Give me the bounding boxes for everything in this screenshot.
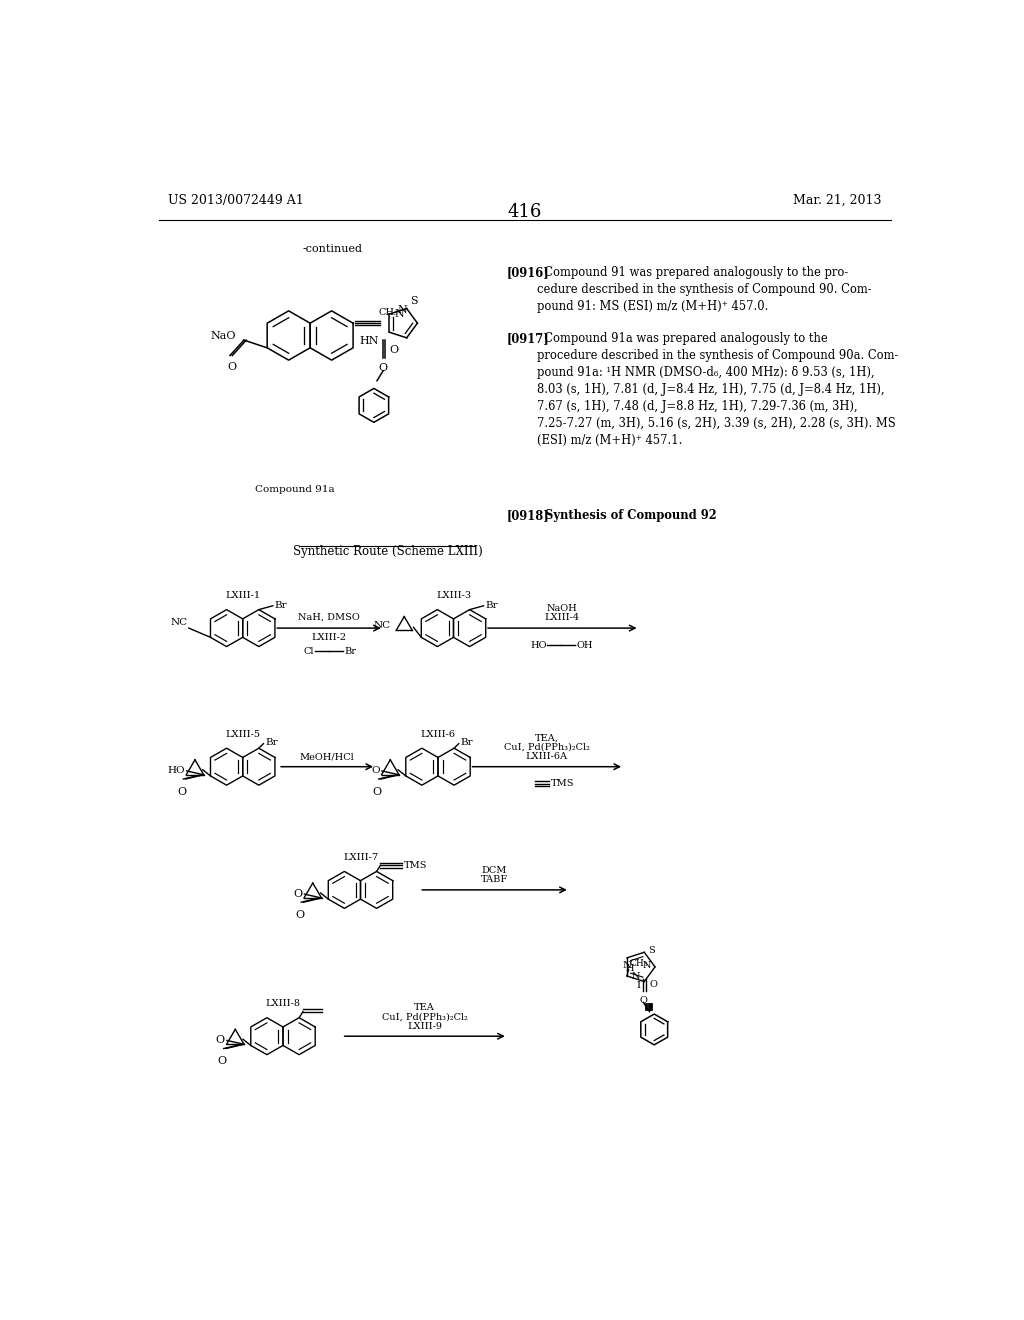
Text: Compound 91a: Compound 91a — [255, 484, 335, 494]
Text: TEA: TEA — [415, 1003, 435, 1012]
Text: CH₃: CH₃ — [378, 308, 398, 317]
Text: CuI, Pd(PPh₃)₂Cl₂: CuI, Pd(PPh₃)₂Cl₂ — [382, 1012, 468, 1022]
Text: HO: HO — [168, 767, 185, 775]
Text: S: S — [648, 946, 655, 956]
Text: N: N — [623, 961, 632, 970]
Text: Br: Br — [344, 647, 356, 656]
Text: O: O — [177, 787, 186, 797]
Text: LXIII-4: LXIII-4 — [545, 612, 580, 622]
Text: LXIII-6: LXIII-6 — [421, 730, 456, 739]
Text: N: N — [394, 309, 403, 319]
Text: O: O — [217, 1056, 226, 1067]
Text: [0917]: [0917] — [506, 331, 549, 345]
Text: TMS: TMS — [403, 861, 427, 870]
Text: LXIII-6A: LXIII-6A — [525, 752, 567, 762]
Text: LXIII-7: LXIII-7 — [343, 853, 378, 862]
Text: NC: NC — [373, 622, 390, 630]
Text: 416: 416 — [508, 203, 542, 222]
Text: O: O — [373, 787, 382, 797]
Text: O: O — [372, 767, 380, 775]
Text: NC: NC — [170, 618, 187, 627]
Text: TMS: TMS — [551, 779, 574, 788]
Text: US 2013/0072449 A1: US 2013/0072449 A1 — [168, 194, 304, 207]
Text: TABF: TABF — [481, 875, 508, 884]
Text: [0916]: [0916] — [506, 267, 549, 280]
Text: Br: Br — [274, 602, 287, 610]
Text: O: O — [293, 890, 302, 899]
Text: LXIII-1: LXIII-1 — [225, 591, 260, 601]
Text: NaH, DMSO: NaH, DMSO — [298, 612, 359, 622]
Text: Compound 91 was prepared analogously to the pro-
cedure described in the synthes: Compound 91 was prepared analogously to … — [538, 267, 871, 313]
Text: LXIII-3: LXIII-3 — [436, 591, 471, 601]
Text: Br: Br — [461, 738, 473, 747]
Text: N: N — [643, 961, 651, 970]
Text: O: O — [227, 362, 237, 372]
Text: NaO: NaO — [211, 331, 237, 342]
Text: O: O — [379, 363, 388, 374]
Text: MeOH/HCl: MeOH/HCl — [300, 752, 354, 762]
Text: NaOH: NaOH — [547, 603, 578, 612]
Text: H: H — [625, 964, 634, 973]
Text: LXIII-8: LXIII-8 — [265, 999, 300, 1008]
Text: O: O — [215, 1035, 224, 1045]
Text: DCM: DCM — [482, 866, 507, 875]
Text: HN: HN — [359, 337, 379, 346]
Text: O: O — [295, 909, 304, 920]
Text: Mar. 21, 2013: Mar. 21, 2013 — [793, 194, 882, 207]
Text: O: O — [649, 981, 657, 989]
Text: CuI, Pd(PPh₃)₂Cl₂: CuI, Pd(PPh₃)₂Cl₂ — [504, 743, 590, 752]
Text: Cl: Cl — [303, 647, 313, 656]
Text: Br: Br — [485, 601, 498, 610]
Text: OH: OH — [577, 640, 593, 649]
Text: O: O — [639, 997, 647, 1006]
Text: O: O — [389, 345, 398, 355]
Text: N: N — [397, 305, 407, 315]
Text: HO: HO — [530, 640, 547, 649]
Text: CH₃: CH₃ — [630, 960, 647, 969]
Text: LXIII-9: LXIII-9 — [408, 1022, 442, 1031]
Text: [0918]: [0918] — [506, 508, 549, 521]
Text: Synthesis of Compound 92: Synthesis of Compound 92 — [538, 508, 717, 521]
Text: N: N — [632, 972, 640, 981]
Text: S: S — [411, 296, 418, 306]
Text: TEA,: TEA, — [535, 734, 559, 743]
Text: Br: Br — [265, 738, 278, 747]
Text: I: I — [636, 981, 640, 990]
Text: LXIII-5: LXIII-5 — [225, 730, 260, 739]
Text: -continued: -continued — [302, 244, 362, 255]
Text: LXIII-2: LXIII-2 — [311, 632, 346, 642]
Text: Compound 91a was prepared analogously to the
procedure described in the synthesi: Compound 91a was prepared analogously to… — [538, 331, 899, 446]
Text: Synthetic Route (Scheme LXIII): Synthetic Route (Scheme LXIII) — [293, 545, 482, 557]
